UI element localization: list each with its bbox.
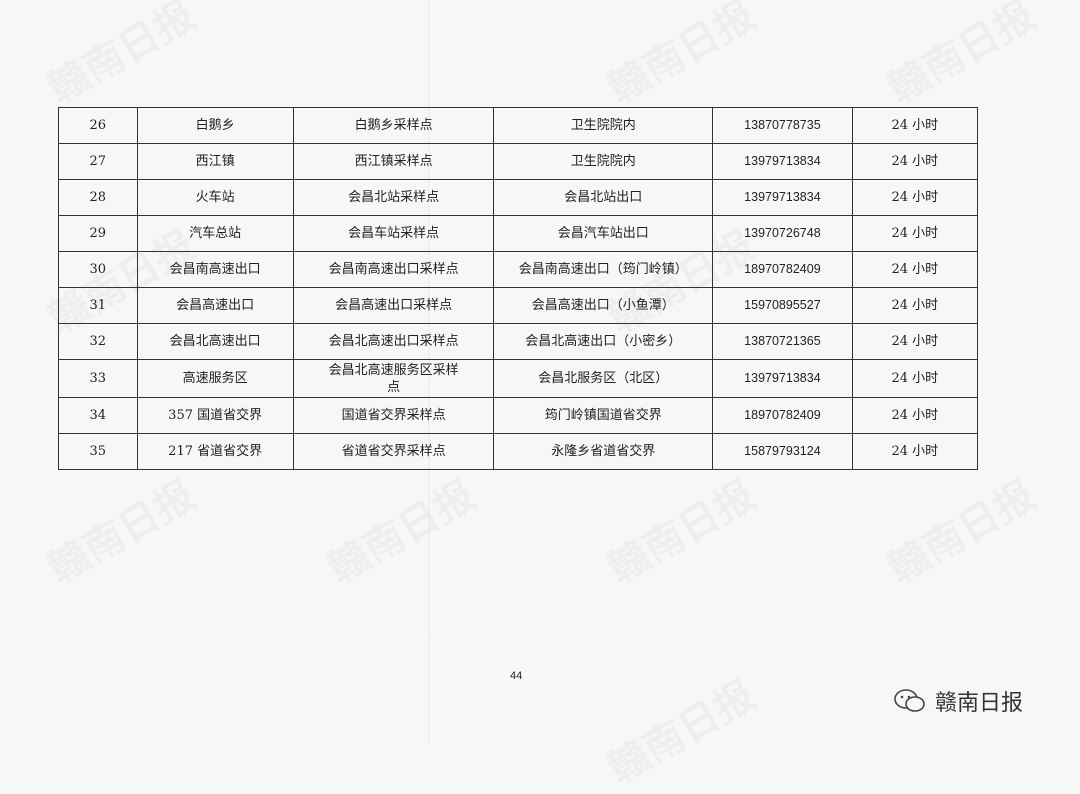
sampling-point-cell: 会昌南高速出口采样点 [292,251,495,288]
location-cell: 筠门岭镇国道省交界 [493,397,714,434]
sampling-point-cell: 会昌车站采样点 [292,215,495,252]
phone-cell: 13870778735 [712,107,853,144]
location-cell: 会昌北服务区（北区） [493,359,714,398]
service-hours-cell: 24 小时 [851,179,979,216]
sampling-point-cell: 省道省交界采样点 [292,433,495,470]
brand-mark: 赣南日报 [893,685,1023,717]
table-row: 28 火车站 会昌北站采样点 会昌北站出口 13979713834 24 小时 [58,179,979,216]
site-area-cell: 汽车总站 [136,215,294,252]
sampling-point-cell: 会昌北高速服务区采样点 [292,359,495,398]
table-row: 35 217 省道省交界 省道省交界采样点 永隆乡省道省交界 15879793124 24… [58,433,979,470]
sampling-point-cell: 西江镇采样点 [292,143,495,180]
service-hours-cell: 24 小时 [851,287,979,324]
location-cell: 会昌汽车站出口 [493,215,714,252]
table-row: 34 357 国道省交界 国道省交界采样点 筠门岭镇国道省交界 18970782409 2… [58,397,979,434]
site-area-cell: 西江镇 [136,143,294,180]
site-area-cell: 白鹅乡 [136,107,294,144]
phone-cell: 18970782409 [712,397,853,434]
location-cell: 会昌北高速出口（小密乡） [493,323,714,360]
sampling-point-cell: 白鹅乡采样点 [292,107,495,144]
table-row: 31 会昌高速出口 会昌高速出口采样点 会昌高速出口（小鱼潭） 15970895527 2… [58,287,979,324]
location-cell: 会昌南高速出口（筠门岭镇） [493,251,714,288]
site-area-cell: 会昌南高速出口 [136,251,294,288]
row-number-cell: 31 [58,287,138,324]
watermark: 赣南日报 [881,472,1043,593]
table-row: 26 白鹅乡 白鹅乡采样点 卫生院院内 13870778735 24 小时 [58,107,979,144]
table-row: 29 汽车总站 会昌车站采样点 会昌汽车站出口 13970726748 24 小时 [58,215,979,252]
location-cell: 卫生院院内 [493,107,714,144]
row-number-cell: 27 [58,143,138,180]
service-hours-cell: 24 小时 [851,397,979,434]
sampling-point-cell: 会昌北高速出口采样点 [292,323,495,360]
phone-cell: 15879793124 [712,433,853,470]
site-area-cell: 高速服务区 [136,359,294,398]
phone-cell: 13979713834 [712,179,853,216]
watermark: 赣南日报 [321,472,483,593]
sampling-point-cell: 会昌北站采样点 [292,179,495,216]
watermark: 赣南日报 [601,672,763,793]
phone-cell: 13970726748 [712,215,853,252]
sampling-sites-table: 26 白鹅乡 白鹅乡采样点 卫生院院内 13870778735 24 小时 27 西江镇 西江镇… [58,107,979,470]
row-number-cell: 28 [58,179,138,216]
row-number-cell: 30 [58,251,138,288]
service-hours-cell: 24 小时 [851,215,979,252]
phone-cell: 15970895527 [712,287,853,324]
site-area-cell: 217 省道省交界 [136,433,294,470]
sampling-point-cell: 会昌高速出口采样点 [292,287,495,324]
site-area-cell: 会昌高速出口 [136,287,294,324]
table-row: 33 高速服务区 会昌北高速服务区采样点 会昌北服务区（北区） 13979713834 2… [58,359,979,398]
site-area-cell: 会昌北高速出口 [136,323,294,360]
table-row: 27 西江镇 西江镇采样点 卫生院院内 13979713834 24 小时 [58,143,979,180]
watermark: 赣南日报 [601,0,763,113]
site-area-cell: 火车站 [136,179,294,216]
service-hours-cell: 24 小时 [851,323,979,360]
row-number-cell: 35 [58,433,138,470]
row-number-cell: 29 [58,215,138,252]
location-cell: 永隆乡省道省交界 [493,433,714,470]
service-hours-cell: 24 小时 [851,143,979,180]
sampling-point-cell: 国道省交界采样点 [292,397,495,434]
phone-cell: 13979713834 [712,143,853,180]
table-row: 30 会昌南高速出口 会昌南高速出口采样点 会昌南高速出口（筠门岭镇） 18970782… [58,251,979,288]
row-number-cell: 34 [58,397,138,434]
phone-cell: 18970782409 [712,251,853,288]
brand-name: 赣南日报 [935,691,1024,716]
location-cell: 卫生院院内 [493,143,714,180]
service-hours-cell: 24 小时 [851,359,979,398]
service-hours-cell: 24 小时 [851,251,979,288]
phone-cell: 13870721365 [712,323,853,360]
watermark: 赣南日报 [41,0,203,113]
wechat-icon [893,688,927,714]
location-cell: 会昌高速出口（小鱼潭） [493,287,714,324]
page-number: 44 [510,670,523,682]
phone-cell: 13979713834 [712,359,853,398]
row-number-cell: 26 [58,107,138,144]
row-number-cell: 32 [58,323,138,360]
site-area-cell: 357 国道省交界 [136,397,294,434]
watermark: 赣南日报 [881,0,1043,113]
watermark: 赣南日报 [601,472,763,593]
service-hours-cell: 24 小时 [851,107,979,144]
table-row: 32 会昌北高速出口 会昌北高速出口采样点 会昌北高速出口（小密乡） 138707213… [58,323,979,360]
watermark: 赣南日报 [41,472,203,593]
location-cell: 会昌北站出口 [493,179,714,216]
service-hours-cell: 24 小时 [851,433,979,470]
row-number-cell: 33 [58,359,138,398]
